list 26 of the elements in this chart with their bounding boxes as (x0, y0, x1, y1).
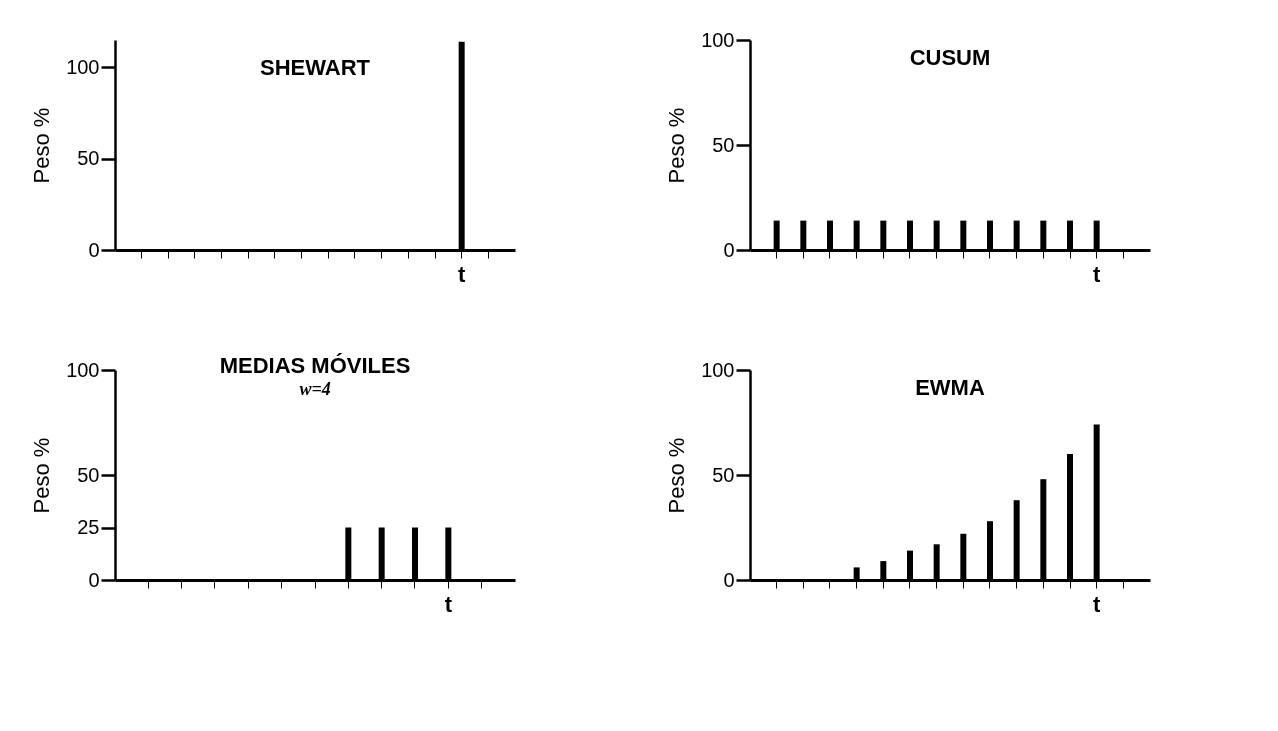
x-tick-label: t (1093, 261, 1101, 287)
y-tick-label: 0 (88, 568, 100, 591)
y-axis-title: Peso % (29, 107, 55, 184)
y-tick-label: 50 (712, 463, 735, 486)
y-tick-label: 100 (701, 358, 735, 381)
y-tick-label: 0 (723, 238, 735, 261)
chart-title: MEDIAS MÓVILES (219, 353, 411, 378)
y-tick-label: 0 (723, 568, 735, 591)
chart-title: CUSUM (909, 45, 991, 70)
text: SHEWART (260, 55, 371, 80)
x-tick-label: t (444, 591, 453, 617)
x-tick-label: t (458, 261, 466, 287)
y-tick-label: 100 (701, 28, 735, 51)
y-tick-label: 50 (77, 463, 100, 486)
text: w=4 (299, 379, 331, 399)
y-axis-title: Peso % (664, 107, 690, 184)
x-tick-label: t (1093, 591, 1101, 617)
chart-title: EWMA (915, 375, 985, 400)
y-axis-title: Peso % (664, 437, 690, 514)
y-tick-label: 50 (77, 147, 100, 170)
y-tick-label: 0 (88, 238, 100, 261)
y-tick-label: 100 (66, 358, 100, 381)
y-axis-title: Peso % (29, 437, 55, 514)
y-tick-label: 25 (77, 516, 100, 538)
y-tick-label: 100 (66, 55, 100, 78)
y-tick-label: 50 (712, 133, 735, 156)
